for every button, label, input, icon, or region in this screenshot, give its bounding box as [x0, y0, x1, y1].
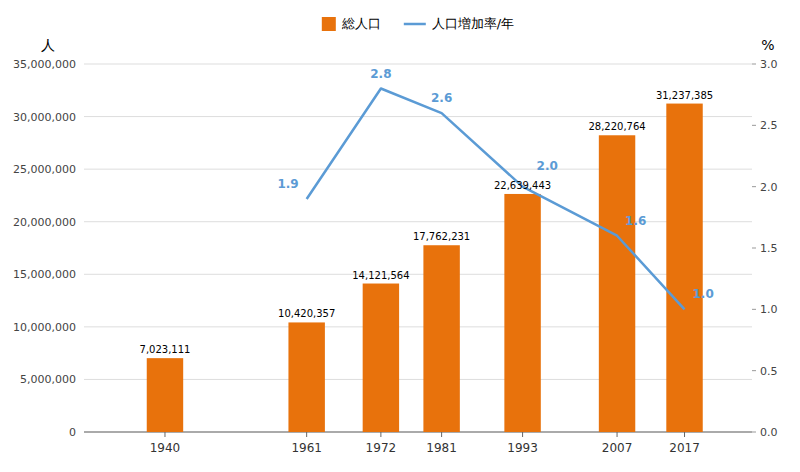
legend-label: 総人口 — [341, 16, 381, 31]
chart: 0 5,000,000 10,000,000 15,000,000 20,000,000… — [0, 0, 800, 472]
x-tick — [164, 432, 165, 437]
y-axis-label: 人 — [41, 37, 55, 53]
bar — [666, 104, 702, 432]
bar — [423, 245, 459, 432]
x-tick — [441, 432, 442, 437]
y2-tick — [752, 370, 756, 371]
y2-tick — [752, 186, 756, 187]
x-tick — [522, 432, 523, 437]
grid-line — [84, 116, 752, 117]
y-tick-label: 35,000,000 — [13, 58, 76, 71]
y2-tick-label: 3.0 — [760, 58, 778, 71]
bar — [504, 194, 540, 432]
grid-line — [84, 379, 752, 380]
y-tick-label: 0 — [69, 426, 76, 439]
y2-tick — [752, 64, 756, 65]
bar-label: 31,237,385 — [656, 90, 713, 101]
line-label: 2.6 — [431, 91, 452, 105]
y2-tick-label: 2.5 — [760, 119, 778, 132]
x-tick — [684, 432, 685, 437]
bar — [288, 322, 324, 432]
bar — [363, 284, 399, 432]
bar — [147, 358, 183, 432]
line-label: 1.0 — [693, 287, 714, 301]
bar-label: 10,420,357 — [278, 308, 335, 319]
x-tick-label: 1981 — [426, 441, 457, 455]
grid — [84, 64, 752, 432]
grid-line — [84, 432, 752, 433]
y2-tick — [752, 432, 756, 433]
bar-label: 17,762,231 — [413, 231, 470, 242]
y2-tick-label: 1.0 — [760, 303, 778, 316]
line — [307, 89, 685, 310]
y-tick-label: 20,000,000 — [13, 216, 76, 229]
grid-line — [84, 169, 752, 170]
grid-line — [84, 221, 752, 222]
bar-label: 28,220,764 — [588, 121, 645, 132]
line-label: 2.0 — [537, 159, 558, 173]
y-tick-label: 5,000,000 — [20, 373, 76, 386]
bar-label: 7,023,111 — [140, 344, 191, 355]
y2-tick — [752, 309, 756, 310]
y-tick-label: 10,000,000 — [13, 321, 76, 334]
y2-tick-label: 1.5 — [760, 242, 778, 255]
y2-tick — [752, 125, 756, 126]
axes: 0 5,000,000 10,000,000 15,000,000 20,000,000… — [13, 58, 777, 455]
line-label: 2.8 — [370, 67, 391, 81]
x-tick — [617, 432, 618, 437]
y2-tick-label: 2.0 — [760, 181, 778, 194]
line-label: 1.6 — [625, 214, 646, 228]
bar-label: 14,121,564 — [352, 270, 409, 281]
legend-label: 人口増加率/年 — [432, 16, 514, 31]
x-tick-label: 2007 — [602, 441, 633, 455]
y-tick-label: 15,000,000 — [13, 268, 76, 281]
x-tick-label: 2017 — [669, 441, 700, 455]
y-tick-label: 25,000,000 — [13, 163, 76, 176]
grid-line — [84, 64, 752, 65]
x-tick-label: 1961 — [291, 441, 322, 455]
line-label: 1.9 — [277, 177, 298, 191]
x-tick — [380, 432, 381, 437]
x-tick-label: 1972 — [366, 441, 397, 455]
y2-tick — [752, 248, 756, 249]
plot-area — [147, 89, 703, 432]
x-tick — [306, 432, 307, 437]
x-axis-line — [84, 432, 752, 433]
bar — [599, 135, 635, 432]
legend: 総人口 人口増加率/年 — [322, 16, 514, 31]
y-tick-label: 30,000,000 — [13, 111, 76, 124]
y2-tick-label: 0.5 — [760, 365, 778, 378]
bar-label: 22,639,443 — [494, 180, 551, 191]
y2-axis-label: % — [761, 37, 774, 53]
y2-tick-label: 0.0 — [760, 426, 778, 439]
x-tick-label: 1993 — [507, 441, 538, 455]
legend-swatch — [404, 23, 426, 26]
x-tick-label: 1940 — [150, 441, 181, 455]
legend-swatch — [322, 17, 336, 31]
data-labels: 7,023,111 10,420,357 14,121,564 17,762,231 2… — [140, 67, 714, 356]
grid-line — [84, 326, 752, 327]
